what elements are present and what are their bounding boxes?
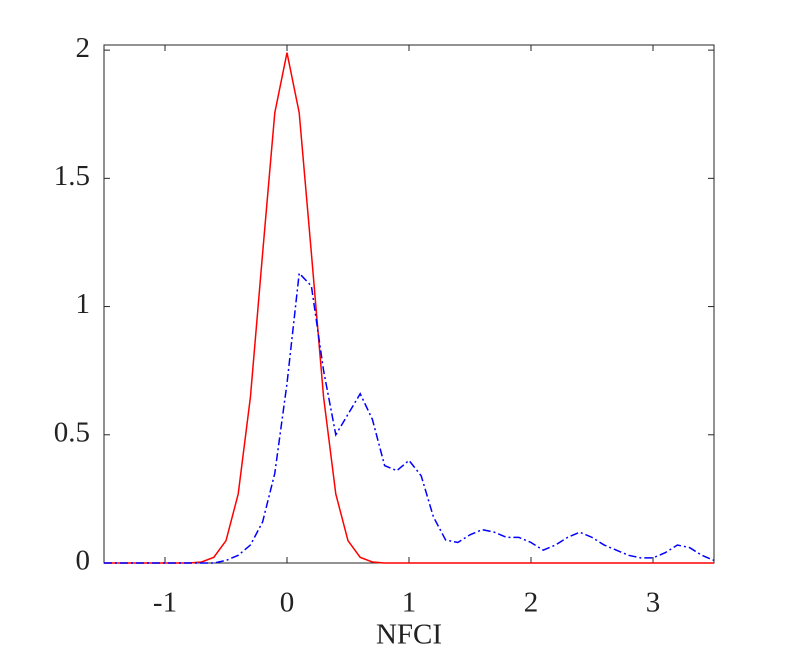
y-tick-label: 1.5: [54, 160, 90, 192]
y-tick-label: 2: [76, 32, 91, 64]
x-tick-label: 0: [280, 587, 295, 619]
x-axis-label: NFCI: [376, 619, 442, 651]
x-tick-label: -1: [153, 587, 177, 619]
y-tick-label: 0.5: [54, 416, 90, 448]
y-tick-label: 0: [76, 545, 91, 577]
y-tick-label: 1: [76, 288, 91, 320]
x-tick-label: 3: [646, 587, 661, 619]
x-tick-label: 1: [402, 587, 417, 619]
x-tick-label: 2: [524, 587, 539, 619]
density-line: [104, 52, 714, 564]
density-line: [104, 271, 715, 564]
